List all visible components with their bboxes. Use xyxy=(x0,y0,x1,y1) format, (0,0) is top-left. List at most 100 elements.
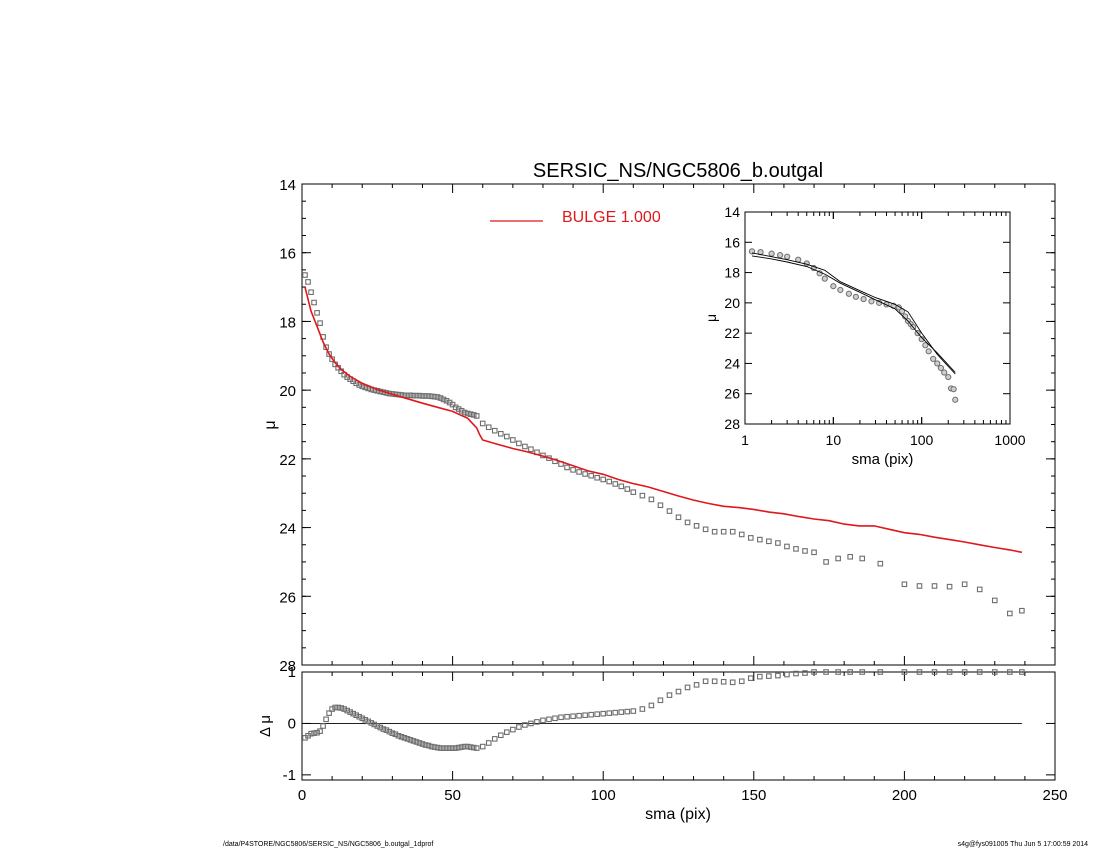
data-point xyxy=(877,669,884,675)
data-point xyxy=(766,538,772,545)
x-tick-label: 200 xyxy=(892,787,917,804)
data-point xyxy=(419,393,426,399)
data-point xyxy=(510,726,516,733)
data-point xyxy=(504,433,510,440)
data-point xyxy=(485,424,492,431)
main-profile-panel: 14 16 18 20 22 24 26 28 SERSIC_NS/NGC5806_b.outg… xyxy=(262,160,1056,675)
data-point xyxy=(916,583,923,589)
data-point xyxy=(976,669,983,675)
data-point xyxy=(467,744,474,750)
y-tick-label: 16 xyxy=(724,234,740,250)
y-tick-label: 22 xyxy=(279,452,296,469)
data-point xyxy=(576,712,582,719)
data-point xyxy=(374,723,381,729)
log-inset-panel: 14 16 18 20 22 24 26 281 10 100 1000 sma (pix) μ xyxy=(703,204,1026,468)
data-point xyxy=(639,706,646,712)
y-tick-label: 24 xyxy=(279,521,296,538)
y-tick-label: 24 xyxy=(724,355,740,371)
data-point xyxy=(314,729,320,736)
y-tick-label: 0 xyxy=(288,715,296,732)
y-tick-label: 14 xyxy=(724,204,740,220)
data-point xyxy=(455,744,462,751)
data-point xyxy=(443,745,450,751)
data-point xyxy=(308,730,314,737)
data-point xyxy=(434,394,441,400)
data-point xyxy=(380,726,387,732)
data-point xyxy=(952,396,959,403)
data-point xyxy=(845,290,852,297)
data-point xyxy=(464,743,471,750)
footer-file-path: /data/P4STORE/NGC5806/SERSIC_NS/NGC5806_… xyxy=(223,841,434,848)
data-point xyxy=(431,744,438,750)
data-point xyxy=(618,483,625,490)
data-point xyxy=(702,526,709,533)
data-point xyxy=(425,742,432,749)
data-point xyxy=(612,709,619,716)
data-point xyxy=(431,393,438,400)
data-point xyxy=(362,717,369,723)
data-point xyxy=(368,720,375,726)
data-point xyxy=(793,670,799,677)
data-point xyxy=(311,730,317,737)
data-point xyxy=(937,364,944,372)
data-point xyxy=(491,427,498,434)
data-point xyxy=(338,705,344,711)
data-point xyxy=(847,669,853,675)
data-point xyxy=(347,709,353,715)
data-point xyxy=(389,730,396,737)
data-point xyxy=(335,704,341,711)
data-point xyxy=(344,707,350,714)
data-point xyxy=(540,717,546,724)
data-point xyxy=(570,467,576,473)
data-point xyxy=(564,464,570,471)
inset-x-axis-label: sma (pix) xyxy=(852,451,914,468)
data-point xyxy=(497,430,504,437)
data-point xyxy=(630,708,637,714)
data-point xyxy=(516,440,522,447)
x-tick-label: 150 xyxy=(741,787,766,804)
data-point xyxy=(320,723,326,729)
data-point xyxy=(528,720,534,727)
data-point xyxy=(410,738,417,744)
data-point xyxy=(371,721,378,728)
y-axis-label: Δ μ xyxy=(257,715,274,737)
y-tick-label: -1 xyxy=(283,767,296,784)
data-point xyxy=(329,356,335,363)
data-point xyxy=(720,678,727,685)
data-point xyxy=(395,732,402,739)
data-point xyxy=(437,395,444,401)
data-point xyxy=(317,728,323,734)
data-point xyxy=(449,745,456,751)
data-point xyxy=(329,706,335,712)
data-point xyxy=(693,682,700,688)
y-tick-label: 16 xyxy=(279,246,296,263)
data-point xyxy=(588,711,594,718)
data-point xyxy=(470,744,477,751)
data-point xyxy=(473,745,480,751)
data-point xyxy=(317,320,323,326)
y-tick-label: 18 xyxy=(279,314,296,331)
data-point xyxy=(428,743,435,750)
data-point xyxy=(570,713,576,720)
data-point xyxy=(666,692,673,698)
data-point xyxy=(440,396,447,403)
data-point xyxy=(473,413,480,419)
data-point xyxy=(711,528,718,535)
data-point xyxy=(859,555,866,562)
y-tick-label: 18 xyxy=(724,265,740,281)
data-point xyxy=(356,382,363,388)
data-point xyxy=(784,543,790,550)
data-point xyxy=(922,342,929,349)
data-point xyxy=(353,712,360,719)
data-point xyxy=(350,710,357,717)
data-point xyxy=(624,708,631,715)
data-point xyxy=(684,519,691,526)
data-point xyxy=(835,669,841,675)
data-point xyxy=(852,293,859,300)
data-point xyxy=(594,711,600,717)
data-point xyxy=(311,299,317,306)
data-point xyxy=(470,412,477,418)
data-point xyxy=(729,679,736,686)
data-point xyxy=(821,275,828,282)
